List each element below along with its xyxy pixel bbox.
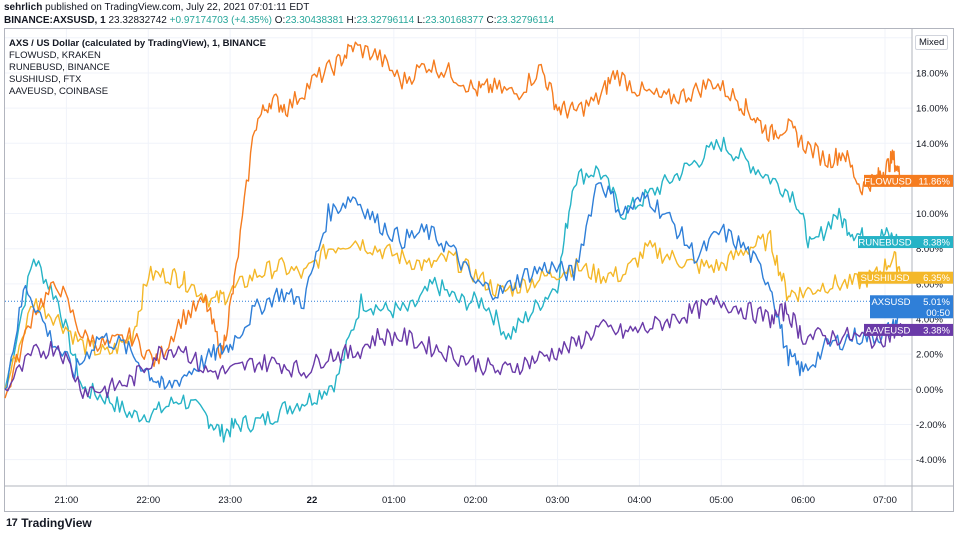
open-value: 23.30438381 <box>285 15 344 26</box>
x-tick-label: 06:00 <box>791 495 815 506</box>
tag-value-bg <box>912 174 953 187</box>
chart-frame <box>4 28 954 512</box>
x-tick-label: 03:00 <box>546 495 570 506</box>
tag-countdown: 00:50 <box>926 308 950 319</box>
price-change: +0.97174703 (+4.35%) <box>169 15 272 26</box>
series-line-flowusd <box>4 41 903 399</box>
author-name[interactable]: sehrlich <box>4 2 43 13</box>
tag-name-bg <box>864 174 912 187</box>
legend-main-series[interactable]: AXS / US Dollar (calculated by TradingVi… <box>9 38 266 49</box>
legend-item-rune[interactable]: RUNEBUSD, BINANCE <box>9 62 110 73</box>
tag-series-name: AXSUSD <box>871 297 910 308</box>
chart-legend: AXS / US Dollar (calculated by TradingVi… <box>9 38 266 98</box>
tag-series-name: FLOWUSD <box>864 176 912 187</box>
tag-series-name: RUNEBUSD <box>858 238 911 249</box>
scale-mode-button[interactable]: Mixed <box>915 35 949 50</box>
price-tag-axsusd: AXSUSD 5.01%00:50 <box>870 295 953 319</box>
y-tick-label: 18.00% <box>916 68 949 79</box>
y-tick-label: -2.00% <box>916 420 947 431</box>
tag-series-value: 11.86% <box>918 176 950 187</box>
tag-series-value: 5.01% <box>923 297 950 308</box>
x-tick-label: 07:00 <box>873 495 897 506</box>
legend-item-aave[interactable]: AAVEUSD, COINBASE <box>9 86 109 97</box>
tag-value-bg <box>912 236 953 249</box>
y-tick-label: 6.00% <box>916 279 943 290</box>
y-tick-label: 0.00% <box>916 385 943 396</box>
close-label: C: <box>486 15 497 26</box>
y-tick-label: 4.00% <box>916 315 943 326</box>
tag-series-value: 8.38% <box>923 238 950 249</box>
tag-series-name: AAVEUSD <box>866 325 911 336</box>
x-tick-label: 22:00 <box>136 495 160 506</box>
series-line-runebusd <box>4 136 903 443</box>
price-tag-sushiusd: SUSHIUSD 6.35% <box>858 271 953 284</box>
tag-series-name: SUSHIUSD <box>860 273 909 284</box>
tag-series-value: 3.38% <box>923 325 950 336</box>
y-tick-label: 14.00% <box>916 139 949 150</box>
series-line-aaveusd <box>4 295 907 399</box>
tag-name-bg <box>858 271 912 284</box>
x-tick-label: 02:00 <box>464 495 488 506</box>
tag-value-bg <box>912 271 953 284</box>
price-tag-flowusd: FLOWUSD 11.86% <box>864 174 953 187</box>
x-tick-label: 01:00 <box>382 495 406 506</box>
x-tick-label: 05:00 <box>709 495 733 506</box>
legend-item-flow[interactable]: FLOWUSD, KRAKEN <box>9 50 101 61</box>
ohlc-line: BINANCE:AXSUSD, 1 23.32832742 +0.9717470… <box>4 15 554 26</box>
x-tick-label: 22 <box>307 495 318 506</box>
tag-value-bg <box>912 323 953 336</box>
close-value: 23.32796114 <box>496 15 555 26</box>
tag-name-bg <box>870 295 912 319</box>
high-value: 23.32796114 <box>356 15 415 26</box>
symbol-label: BINANCE:AXSUSD, 1 <box>4 15 106 26</box>
high-label: H: <box>346 15 357 26</box>
tag-value-bg <box>912 295 953 319</box>
tag-name-bg <box>864 323 912 336</box>
low-label: L: <box>416 15 426 26</box>
tag-name-bg <box>858 236 912 249</box>
y-tick-label: -4.00% <box>916 455 947 466</box>
y-tick-label: 2.00% <box>916 350 943 361</box>
open-label: O: <box>274 15 286 26</box>
publish-info: sehrlich published on TradingView.com, J… <box>4 2 309 13</box>
price-tag-runebusd: RUNEBUSD 8.38% <box>858 236 953 249</box>
current-price: 23.32832742 <box>108 15 167 26</box>
footer-branding: 17 TradingView <box>6 514 92 532</box>
brand-name: TradingView <box>21 516 92 530</box>
tradingview-logo-icon: 17 <box>6 517 18 529</box>
publish-text: published on TradingView.com, July 22, 2… <box>45 2 310 13</box>
x-tick-label: 23:00 <box>218 495 242 506</box>
x-tick-label: 21:00 <box>55 495 79 506</box>
legend-item-sushi[interactable]: SUSHIUSD, FTX <box>9 74 82 85</box>
y-tick-label: 10.00% <box>916 209 949 220</box>
y-tick-label: 16.00% <box>916 104 949 115</box>
low-value: 23.30168377 <box>425 15 484 26</box>
tag-series-value: 6.35% <box>923 273 950 284</box>
x-tick-label: 04:00 <box>628 495 652 506</box>
y-tick-label: 8.00% <box>916 244 943 255</box>
price-tag-aaveusd: AAVEUSD 3.38% <box>864 323 953 336</box>
